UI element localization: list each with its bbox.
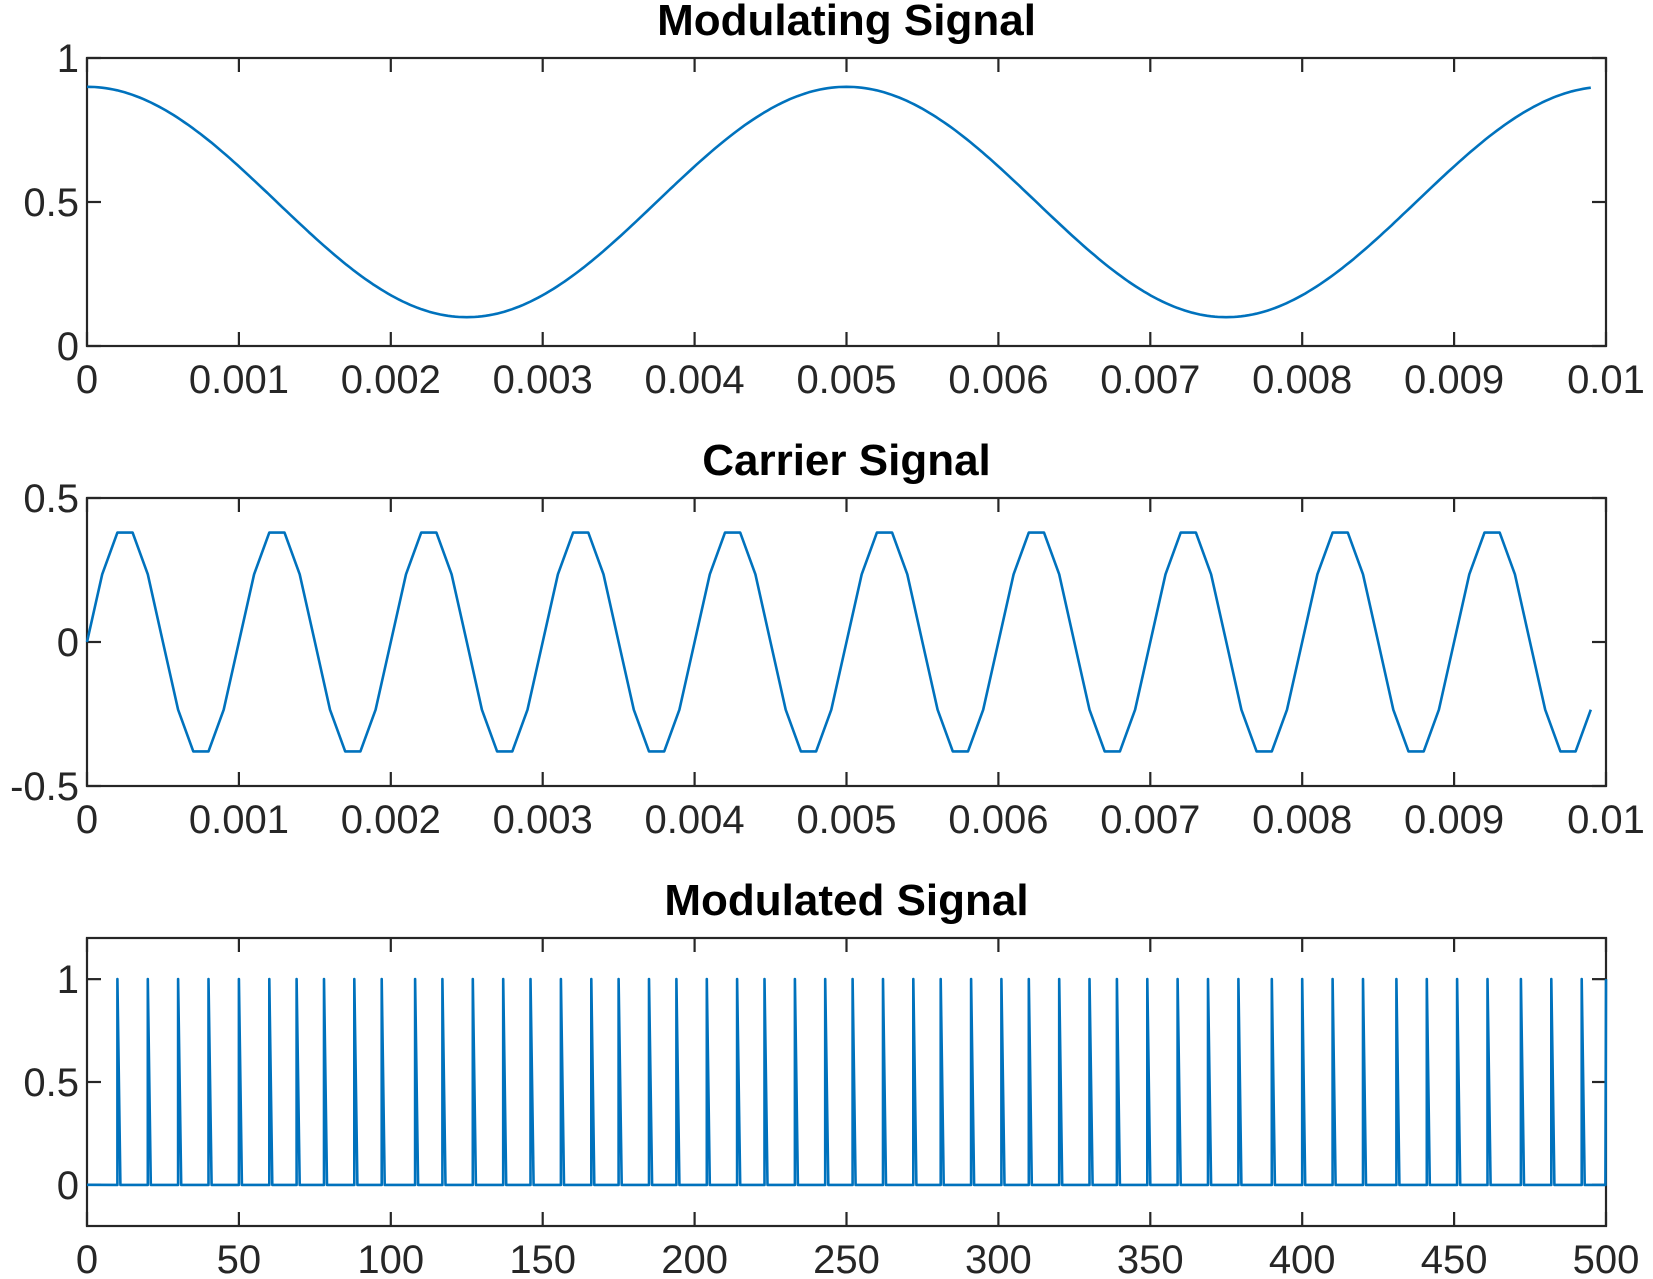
y-tick-label: 0 — [57, 1164, 79, 1208]
series-line — [85, 531, 1593, 753]
tick-group: 0 50 100 150 200 250 300 350 400 450 500 0 0.5 1 — [23, 938, 1639, 1279]
x-tick-label: 250 — [813, 1238, 880, 1279]
x-tick-label: 100 — [357, 1238, 424, 1279]
chart-title: Modulated Signal — [664, 876, 1028, 925]
x-tick-label: 0.007 — [1100, 798, 1200, 842]
y-tick-label: 0.5 — [23, 1061, 79, 1105]
x-tick-label: 0.003 — [493, 358, 593, 402]
y-tick-label: 1 — [57, 37, 79, 81]
series-line — [86, 977, 1608, 1187]
x-tick-label: 450 — [1421, 1238, 1488, 1279]
x-tick-label: 0.009 — [1404, 358, 1504, 402]
y-tick-label: 1 — [57, 958, 79, 1002]
modulating-signal-panel: Modulating Signal 0 0.001 0.002 0.003 0.004 0… — [23, 0, 1645, 402]
x-tick-label: 0.001 — [189, 358, 289, 402]
tick-group: 0 0.001 0.002 0.003 0.004 0.005 0.006 0.007 0.00… — [23, 37, 1645, 402]
x-tick-label: 300 — [965, 1238, 1032, 1279]
x-tick-label: 500 — [1573, 1238, 1640, 1279]
tick-group: 0 0.001 0.002 0.003 0.004 0.005 0.006 0.007 0.00… — [10, 477, 1645, 842]
x-tick-label: 0.01 — [1567, 798, 1645, 842]
x-tick-label: 50 — [217, 1238, 262, 1279]
chart-title: Modulating Signal — [657, 0, 1036, 45]
x-tick-label: 0.004 — [645, 798, 745, 842]
x-tick-label: 0.002 — [341, 798, 441, 842]
x-tick-label: 0.01 — [1567, 358, 1645, 402]
y-tick-label: 0 — [57, 621, 79, 665]
x-tick-label: 150 — [509, 1238, 576, 1279]
x-tick-label: 0.002 — [341, 358, 441, 402]
y-tick-label: -0.5 — [10, 765, 79, 809]
x-tick-label: 0.004 — [645, 358, 745, 402]
y-tick-label: 0.5 — [23, 181, 79, 225]
y-tick-label: 0.5 — [23, 477, 79, 521]
x-tick-label: 0.005 — [796, 798, 896, 842]
carrier-signal-panel: Carrier Signal 0 0.001 0.002 0.003 0.004 0.00… — [10, 436, 1645, 842]
axes-box — [85, 936, 1608, 1228]
x-tick-label: 0.009 — [1404, 798, 1504, 842]
x-tick-label: 200 — [661, 1238, 728, 1279]
x-tick-label: 0.003 — [493, 798, 593, 842]
x-tick-label: 0 — [76, 798, 98, 842]
axes-box — [85, 56, 1608, 348]
x-tick-label: 0.006 — [948, 798, 1048, 842]
x-tick-label: 0.005 — [796, 358, 896, 402]
x-tick-label: 350 — [1117, 1238, 1184, 1279]
x-tick-label: 0.008 — [1252, 798, 1352, 842]
x-tick-label: 0 — [76, 1238, 98, 1279]
x-tick-label: 0.006 — [948, 358, 1048, 402]
x-tick-label: 0.007 — [1100, 358, 1200, 402]
x-tick-label: 0 — [76, 358, 98, 402]
chart-title: Carrier Signal — [702, 436, 991, 485]
series-line — [86, 85, 1591, 319]
modulated-signal-panel: Modulated Signal 0 50 100 150 200 250 300 350 40… — [23, 876, 1639, 1279]
x-tick-label: 0.001 — [189, 798, 289, 842]
y-tick-label: 0 — [57, 325, 79, 369]
x-tick-label: 400 — [1269, 1238, 1336, 1279]
x-tick-label: 0.008 — [1252, 358, 1352, 402]
